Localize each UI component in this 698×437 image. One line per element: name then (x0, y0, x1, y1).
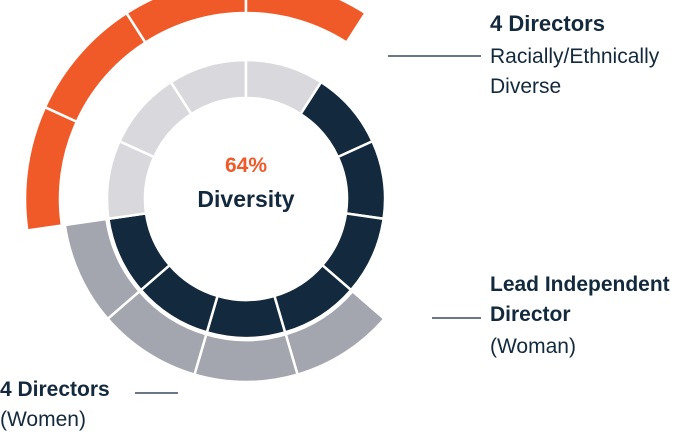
lead-director-title-2: Director (490, 303, 571, 326)
lead-director-title-1: Lead Independent (490, 273, 670, 296)
lead-director-note: (Woman) (490, 335, 576, 358)
inner-segment-diverse (336, 139, 387, 221)
center-percentage: 64% (225, 154, 267, 177)
inner-segment-diverse (272, 263, 353, 334)
outer-segment-women (43, 11, 148, 124)
outer-segment-women (244, 0, 368, 45)
racial-diversity-label: 4 Directors Racially/Ethnically Diverse (490, 11, 660, 98)
women-title: 4 Directors (0, 378, 110, 401)
center-label: Diversity (197, 186, 294, 212)
outer-segment-women (124, 0, 248, 45)
racial-diversity-line-2: Diverse (490, 75, 561, 98)
women-note: (Women) (0, 408, 86, 431)
women-label: 4 Directors (Women) (0, 378, 110, 431)
lead-director-label: Lead Independent Director (Woman) (490, 273, 670, 358)
inner-segment-diverse (205, 294, 287, 340)
leader-lines (135, 55, 481, 394)
outer-segment-racially-ethnically-diverse (192, 332, 300, 384)
outer-segment-women (23, 105, 79, 232)
racial-diversity-title: 4 Directors (490, 11, 605, 36)
outer-arcs (23, 0, 387, 384)
outer-segment-racially-ethnically-diverse (63, 217, 142, 321)
racial-diversity-line-1: Racially/Ethnically (490, 45, 660, 68)
inner-ring (105, 58, 387, 340)
